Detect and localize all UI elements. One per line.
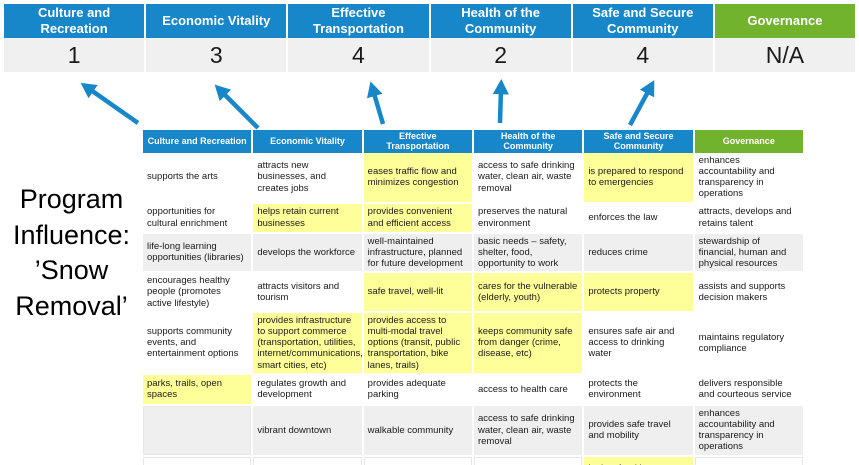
table-cell: protects the environment xyxy=(584,374,695,406)
table-cell: provides infrastructure to support comme… xyxy=(253,312,364,375)
table-cell: provides access to multi-modal travel op… xyxy=(363,312,474,375)
table-cell: attracts new businesses, and creates job… xyxy=(253,152,364,204)
column-header-culture-recreation: Culture and Recreation xyxy=(143,130,254,153)
table-cell: enforces the law xyxy=(584,203,695,234)
score-value-culture-recreation: 1 xyxy=(4,38,145,72)
column-header-safe-secure-community: Safe and Secure Community xyxy=(584,130,695,153)
table-cell: looks after it's most vulnerable xyxy=(584,456,695,465)
score-column-health-community: Health of the Community 2 xyxy=(430,4,571,72)
table-cell: attracts visitors and tourism xyxy=(253,273,364,313)
score-header-safe-secure-community: Safe and Secure Community xyxy=(572,4,713,38)
influence-table: Culture and Recreation Economic Vitality… xyxy=(143,130,805,465)
table-cell: access to health care xyxy=(473,374,585,406)
table-row: opportunities for cultural enrichment hel… xyxy=(143,203,805,234)
table-cell: enhances accountability and transparency… xyxy=(694,152,805,204)
arrow-effective-transportation xyxy=(367,81,386,125)
arrow-culture-recreation xyxy=(80,82,140,125)
program-influence-title: Program Influence: ’Snow Removal’ xyxy=(12,184,131,321)
table-row: supports community events, and entertain… xyxy=(143,312,805,375)
table-cell: preserves the natural environment xyxy=(473,203,585,234)
table-cell: ensures safe air and access to drinking … xyxy=(584,312,695,375)
table-row: looks after it's most vulnerable xyxy=(143,456,805,465)
table-cell: well-maintained infrastructure, planned … xyxy=(363,233,474,274)
table-cell: supports the arts xyxy=(143,152,254,204)
table-cell: attracts, develops and retains talent xyxy=(694,203,805,234)
table-cell: maintains regulatory compliance xyxy=(694,312,805,375)
table-cell xyxy=(363,456,474,465)
table-cell: cares for the vulnerable (elderly, youth… xyxy=(473,273,585,313)
table-cell: is prepared to respond to emergencies xyxy=(584,152,695,204)
arrow-health-community xyxy=(492,79,509,124)
score-header-health-community: Health of the Community xyxy=(430,4,571,38)
table-cell: eases traffic flow and minimizes congest… xyxy=(363,152,474,204)
score-column-effective-transportation: Effective Transportation 4 xyxy=(288,4,429,72)
score-column-culture-recreation: Culture and Recreation 1 xyxy=(4,4,145,72)
score-header-economic-vitality: Economic Vitality xyxy=(146,4,287,38)
table-row: vibrant downtown walkable community access… xyxy=(143,405,805,457)
column-header-effective-transportation: Effective Transportation xyxy=(363,130,474,153)
table-cell: develops the workforce xyxy=(253,233,364,274)
table-header-row: Culture and Recreation Economic Vitality… xyxy=(143,130,805,153)
influence-arrows xyxy=(80,79,655,130)
table-cell: regulates growth and development xyxy=(253,374,364,406)
table-cell: basic needs – safety, shelter, food, opp… xyxy=(473,233,585,274)
score-header-culture-recreation: Culture and Recreation xyxy=(4,4,145,38)
table-cell: opportunities for cultural enrichment xyxy=(143,203,254,234)
table-cell xyxy=(473,456,585,465)
column-header-health-community: Health of the Community xyxy=(473,130,585,153)
table-cell xyxy=(143,456,254,465)
score-column-safe-secure-community: Safe and Secure Community 4 xyxy=(572,4,713,72)
table-cell xyxy=(253,456,364,465)
score-header-governance: Governance xyxy=(714,4,856,38)
table-cell: encourages healthy people (promotes acti… xyxy=(143,273,254,313)
table-cell: access to safe drinking water, clean air… xyxy=(473,405,585,457)
score-column-economic-vitality: Economic Vitality 3 xyxy=(146,4,287,72)
score-value-health-community: 2 xyxy=(430,38,571,72)
table-cell xyxy=(143,405,254,457)
score-value-safe-secure-community: 4 xyxy=(572,38,713,72)
score-column-governance: Governance N/A xyxy=(714,4,856,72)
table-cell: helps retain current businesses xyxy=(253,203,364,234)
table-cell: keeps community safe from danger (crime,… xyxy=(473,312,585,375)
influence-table-body: supports the arts attracts new businesses… xyxy=(143,152,805,465)
table-row: life-long learning opportunities (librar… xyxy=(143,233,805,274)
table-cell: provides convenient and efficient access xyxy=(363,203,474,234)
table-cell xyxy=(694,456,805,465)
table-cell: supports community events, and entertain… xyxy=(143,312,254,375)
table-row: parks, trails, open spaces regulates grow… xyxy=(143,374,805,406)
table-cell: life-long learning opportunities (librar… xyxy=(143,233,254,274)
table-cell: vibrant downtown xyxy=(253,405,364,457)
table-cell: stewardship of financial, human and phys… xyxy=(694,233,805,274)
score-band: Culture and Recreation 1 Economic Vitali… xyxy=(4,4,856,72)
score-value-effective-transportation: 4 xyxy=(288,38,429,72)
column-header-governance: Governance xyxy=(694,130,805,153)
score-value-governance: N/A xyxy=(714,38,856,72)
table-cell: provides adequate parking xyxy=(363,374,474,406)
score-value-economic-vitality: 3 xyxy=(146,38,287,72)
table-cell: walkable community xyxy=(363,405,474,457)
arrow-safe-secure-community xyxy=(628,80,655,127)
score-header-effective-transportation: Effective Transportation xyxy=(288,4,429,38)
table-cell: parks, trails, open spaces xyxy=(143,374,254,406)
table-cell: provides safe travel and mobility xyxy=(584,405,695,457)
column-header-economic-vitality: Economic Vitality xyxy=(253,130,364,153)
table-cell: safe travel, well-lit xyxy=(363,273,474,313)
table-cell: protects property xyxy=(584,273,695,313)
table-row: encourages healthy people (promotes acti… xyxy=(143,273,805,313)
arrow-economic-vitality xyxy=(214,84,260,130)
table-cell: assists and supports decision makers xyxy=(694,273,805,313)
table-cell: access to safe drinking water, clean air… xyxy=(473,152,585,204)
table-cell: reduces crime xyxy=(584,233,695,274)
table-cell: enhances accountability and transparency… xyxy=(694,405,805,457)
table-cell: delivers responsible and courteous servi… xyxy=(694,374,805,406)
table-row: supports the arts attracts new businesses… xyxy=(143,152,805,204)
